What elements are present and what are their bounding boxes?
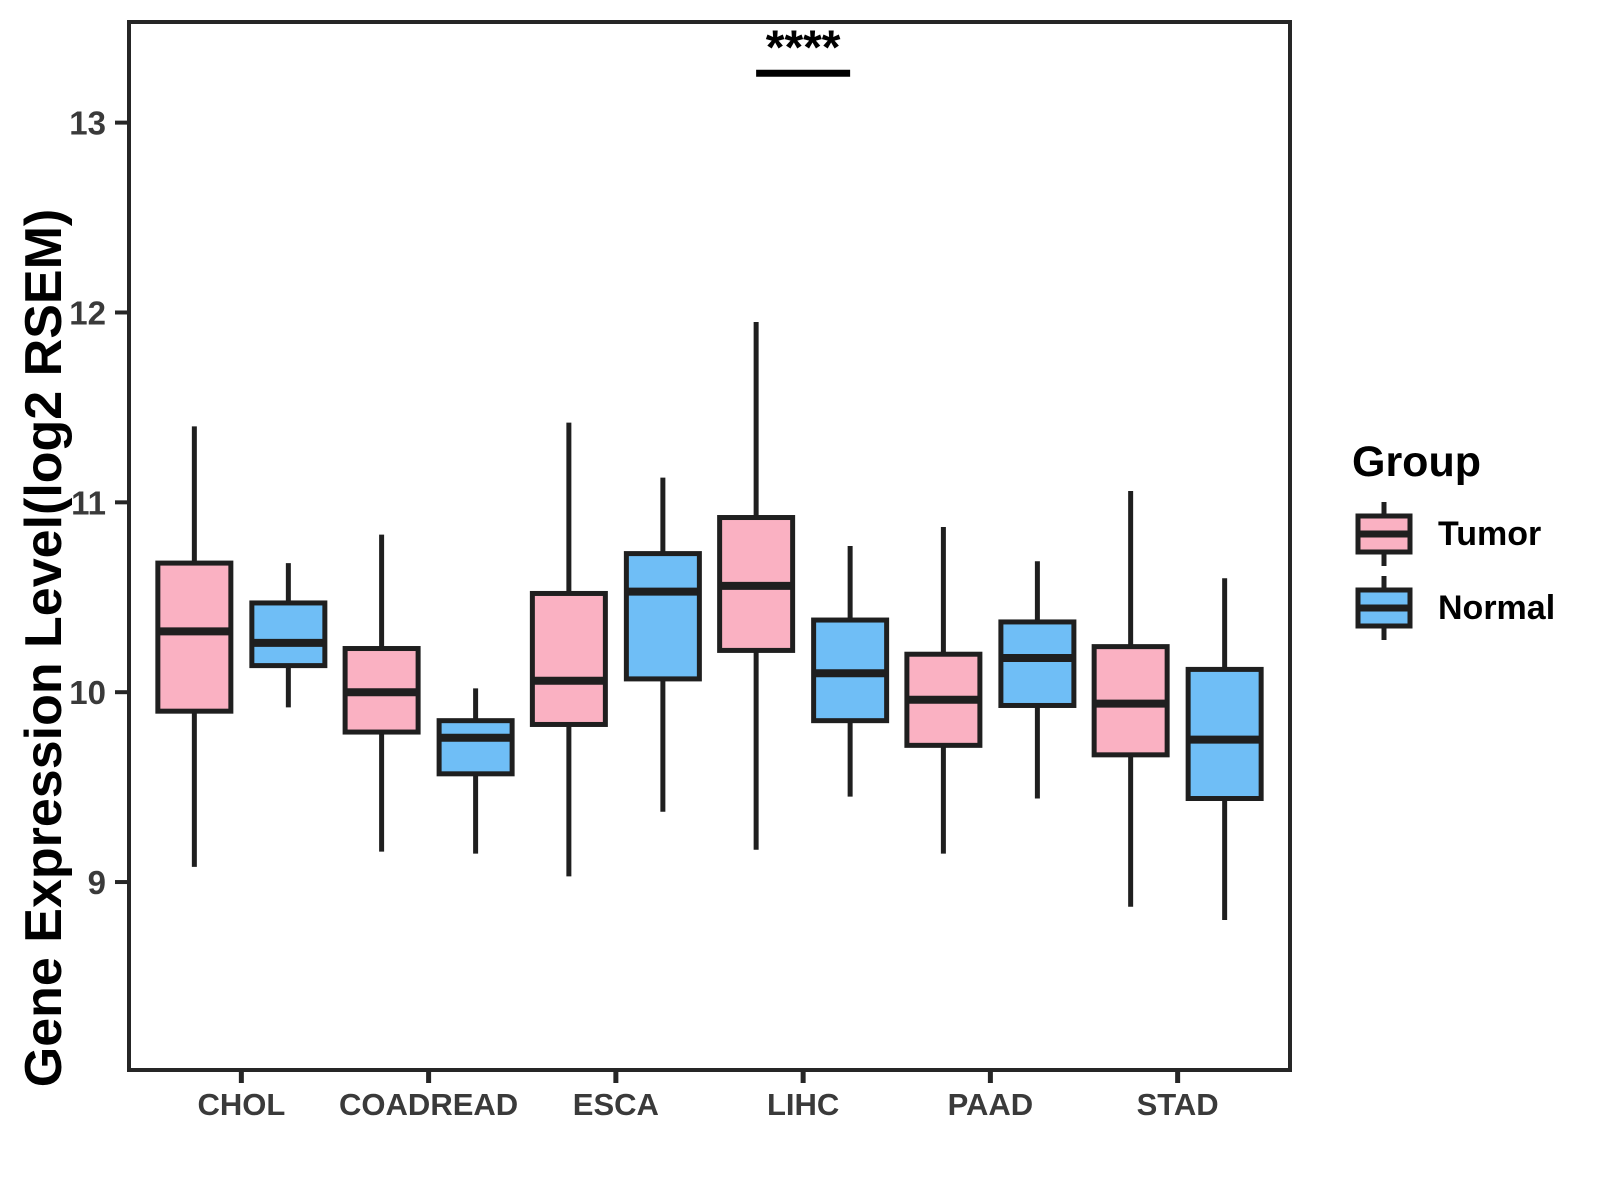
significance-stars: ****: [766, 21, 841, 74]
x-tick-label: LIHC: [767, 1087, 839, 1122]
y-tick-label: 12: [69, 294, 106, 331]
legend-item-label: Normal: [1438, 588, 1556, 627]
box-normal-coadread: [436, 718, 515, 777]
box-normal-esca: [623, 551, 702, 682]
x-tick-label: ESCA: [573, 1087, 659, 1122]
normal-boxplot-key-icon: [1355, 576, 1413, 640]
x-tick-label: CHOL: [197, 1087, 285, 1122]
y-tick-label: 10: [69, 674, 106, 711]
box-normal-paad: [998, 619, 1077, 708]
panel-border: [127, 20, 1292, 1072]
legend-item-tumor: Tumor: [1352, 501, 1555, 567]
y-tick-label: 9: [88, 864, 106, 901]
box-normal-chol: [249, 600, 328, 669]
y-tick-label: 13: [69, 105, 106, 142]
y-axis-title: Gene Expression Level(log2 RSEM): [15, 208, 73, 1088]
legend-item-normal: Normal: [1352, 575, 1555, 641]
x-tick-label: COADREAD: [339, 1087, 518, 1122]
box-normal-stad: [1185, 666, 1264, 802]
x-tick-label: PAAD: [948, 1087, 1034, 1122]
box-tumor-esca: [529, 590, 608, 727]
legend-item-label: Tumor: [1438, 514, 1542, 553]
legend-title: Group: [1352, 438, 1481, 486]
box-tumor-chol: [155, 560, 234, 714]
x-tick-label: STAD: [1137, 1087, 1219, 1122]
y-tick-label: 11: [71, 484, 106, 521]
legend: Group Tumor Normal: [1352, 438, 1555, 641]
tumor-boxplot-key-icon: [1355, 502, 1413, 566]
